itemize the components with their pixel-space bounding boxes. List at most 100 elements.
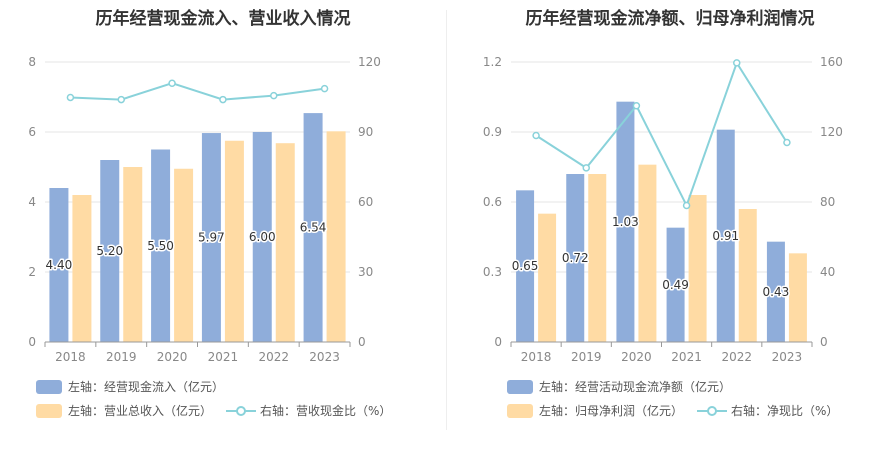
line-point [117, 95, 125, 104]
y-left-tick-label: 0.9 [483, 125, 502, 139]
chart-title: 历年经营现金流入、营业收入情况 [95, 9, 351, 29]
x-tick-label: 2020 [621, 350, 652, 364]
line-point [168, 79, 176, 87]
line-series [535, 60, 788, 209]
x-tick-label: 2023 [772, 350, 803, 364]
data-label: 0.49 [662, 278, 689, 292]
bar-2 [326, 131, 346, 342]
data-label: 0.91 [712, 229, 739, 243]
y-left-tick-label: 6 [28, 125, 36, 139]
bar-2 [588, 174, 607, 342]
y-right-tick-label: 60 [358, 195, 373, 209]
y-right-tick-label: 30 [358, 265, 373, 279]
bar-1 [100, 160, 120, 342]
y-right-tick-label: 120 [820, 125, 843, 139]
bar-2 [738, 209, 757, 342]
line-point [632, 102, 641, 110]
y-right-tick-label: 80 [820, 195, 835, 209]
y-left-tick-label: 8 [28, 55, 36, 69]
bar-2 [275, 143, 295, 342]
bar-1 [766, 241, 785, 342]
data-label: 6.00 [249, 230, 276, 244]
x-tick-label: 2020 [157, 350, 188, 364]
chart-panel-cash-inflow: 历年经营现金流入、营业收入情况 0 0 2 30 4 60 6 90 8 120 2018 2019 2… [0, 0, 446, 458]
data-label: 1.03 [612, 215, 639, 229]
legend-label[interactable]: 左轴：归母净利润（亿元） [539, 404, 684, 418]
x-tick-label: 2018 [521, 350, 552, 364]
data-label: 6.54 [300, 221, 327, 235]
data-label: 0.65 [512, 259, 539, 273]
y-right-tick-label: 160 [820, 55, 843, 69]
bar-1 [303, 113, 323, 342]
y-right-tick-label: 90 [358, 125, 373, 139]
x-tick-label: 2022 [258, 350, 289, 364]
chart-panel-net-cash: 历年经营现金流净额、归母净利润情况 0 0 0.3 40 0.6 80 0.9 120 1.2 1… [447, 0, 893, 458]
x-tick-label: 2023 [309, 350, 340, 364]
y-right-tick-label: 0 [358, 335, 366, 349]
y-left-tick-label: 4 [28, 195, 36, 209]
legend-swatch-bar2[interactable] [507, 403, 533, 418]
legend-label[interactable]: 左轴：营业总收入（亿元） [68, 404, 213, 418]
legend-line-icon[interactable] [697, 404, 728, 418]
data-label: 4.40 [46, 258, 73, 272]
line-point [783, 138, 791, 147]
data-label: 5.97 [198, 231, 225, 245]
y-left-tick-label: 0 [494, 335, 502, 349]
legend-swatch-bar1 [507, 379, 533, 394]
line-point [219, 95, 227, 104]
legend-swatch-bar1 [36, 379, 62, 394]
legend-row-2: 左轴：归母净利润（亿元） 右轴：净现比（%） [507, 402, 838, 419]
legend-item-bar1[interactable]: 左轴：经营活动现金流净额（亿元） [507, 378, 731, 395]
bar-1 [716, 129, 735, 342]
y-left-tick-label: 2 [28, 265, 36, 279]
line-point [270, 91, 278, 100]
y-left-tick-label: 0.6 [483, 195, 502, 209]
legend-label: 左轴：经营现金流入（亿元） [68, 380, 225, 394]
y-right-tick-label: 40 [820, 265, 835, 279]
legend-row-2: 左轴：营业总收入（亿元） 右轴：营收现金比（%） [36, 402, 391, 419]
data-label: 0.72 [562, 251, 589, 265]
bar-2 [538, 213, 557, 342]
line-point [66, 93, 75, 102]
chart-cash-inflow-revenue: 0 0 2 30 4 60 6 90 8 120 2018 2019 2020 2021 2022 2023 4… [28, 55, 381, 364]
x-tick-label: 2018 [55, 350, 86, 364]
x-tick-label: 2019 [106, 350, 137, 364]
data-label: 0.43 [763, 285, 790, 299]
line-point [532, 131, 540, 140]
line-point [682, 201, 691, 210]
bar-2 [788, 253, 807, 342]
bar-1 [516, 190, 535, 342]
legend-item-bar1[interactable]: 左轴：经营现金流入（亿元） [36, 378, 224, 395]
y-left-tick-label: 0 [28, 335, 36, 349]
chart-title: 历年经营现金流净额、归母净利润情况 [525, 9, 815, 29]
y-right-tick-label: 120 [358, 55, 381, 69]
line-series [70, 82, 325, 101]
bar-1 [566, 174, 585, 342]
bar-2 [638, 164, 657, 342]
y-left-tick-label: 0.3 [483, 265, 502, 279]
line-point [582, 164, 590, 172]
x-tick-label: 2021 [208, 350, 239, 364]
x-tick-label: 2021 [671, 350, 702, 364]
legend-label[interactable]: 右轴：净现比（%） [731, 404, 839, 418]
bar-1 [252, 132, 272, 342]
bar-2 [224, 140, 244, 342]
line-point [320, 84, 329, 93]
x-tick-label: 2019 [571, 350, 602, 364]
x-tick-label: 2022 [721, 350, 752, 364]
bar-2 [72, 195, 92, 342]
legend-swatch-bar2[interactable] [36, 403, 62, 418]
data-label: 5.50 [147, 239, 174, 253]
data-label: 5.20 [96, 244, 123, 258]
legend-line-icon[interactable] [226, 404, 257, 418]
bar-2 [688, 195, 707, 342]
bar-2 [174, 168, 194, 342]
bar-1 [151, 149, 171, 342]
chart-net-cash-profit: 0 0 0.3 40 0.6 80 0.9 120 1.2 160 2018 2019 2020 2021… [483, 55, 843, 364]
panel-divider [446, 10, 447, 430]
bar-1 [616, 101, 635, 343]
bar-1 [49, 188, 69, 342]
y-right-tick-label: 0 [820, 335, 828, 349]
legend-label[interactable]: 右轴：营收现金比（%） [260, 404, 392, 418]
